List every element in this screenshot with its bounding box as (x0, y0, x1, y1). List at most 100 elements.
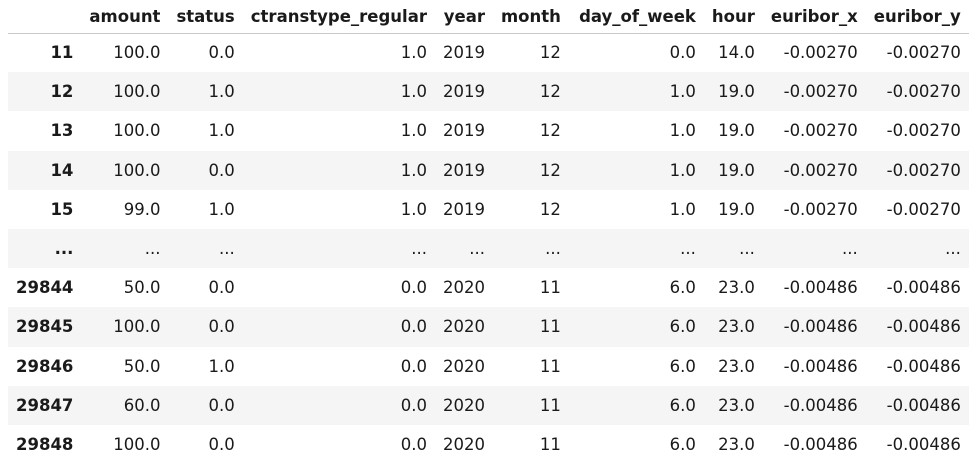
table-cell: 19.0 (718, 160, 755, 180)
table-cell: 60.0 (123, 395, 161, 415)
table-cell: ... (469, 239, 485, 259)
table-cell: 0.0 (208, 317, 235, 337)
table-cell: 100.0 (113, 82, 161, 102)
table-cell: -0.00486 (783, 395, 858, 415)
column-header: year (434, 0, 493, 34)
table-row: 29848 100.0 0.0 0.0 2020 11 6.0 23.0 -0.00486 -0.… (8, 424, 969, 465)
header-row: amount status ctranstype_regular year mo… (8, 0, 969, 34)
table-cell: 14.0 (718, 43, 755, 63)
table-cell: 19.0 (718, 121, 755, 141)
table-cell: 12 (539, 43, 561, 63)
table-cell: -0.00270 (783, 121, 858, 141)
table-cell: 100.0 (113, 43, 161, 63)
table-cell: 1.0 (669, 82, 696, 102)
table-cell: 0.0 (208, 434, 235, 454)
table-cell: 0.0 (669, 43, 696, 63)
table-cell: 23.0 (718, 317, 755, 337)
table-cell: 1.0 (669, 160, 696, 180)
row-index: 29847 (16, 395, 74, 415)
table-cell: -0.00270 (783, 43, 858, 63)
row-index: 14 (50, 160, 74, 180)
table-cell: ... (842, 239, 858, 259)
row-index: 29848 (16, 434, 74, 454)
table-cell: 11 (539, 356, 561, 376)
table-cell: ... (219, 239, 235, 259)
table-cell: 1.0 (208, 199, 235, 219)
table-cell: 1.0 (208, 356, 235, 376)
table-cell: -0.00270 (783, 160, 858, 180)
table-cell: 2019 (442, 43, 485, 63)
table-cell: 11 (539, 395, 561, 415)
table-cell: 0.0 (400, 278, 427, 298)
table-cell: 23.0 (718, 434, 755, 454)
table-cell: 0.0 (208, 43, 235, 63)
table-cell: 1.0 (669, 199, 696, 219)
table-row: 15 99.0 1.0 1.0 2019 12 1.0 19.0 -0.00270 -0.0027… (8, 189, 969, 229)
table-cell: 2019 (442, 160, 485, 180)
column-header: euribor_x (762, 0, 866, 34)
table-cell: 1.0 (400, 121, 427, 141)
table-cell: 2019 (442, 121, 485, 141)
table-cell: -0.00270 (783, 199, 858, 219)
table-cell: ... (739, 239, 755, 259)
table-row: 14 100.0 0.0 1.0 2019 12 1.0 19.0 -0.00270 -0.002… (8, 150, 969, 190)
table-cell: 11 (539, 434, 561, 454)
table-cell: 50.0 (123, 356, 161, 376)
table-cell: 0.0 (208, 160, 235, 180)
table-cell: 23.0 (718, 395, 755, 415)
table-cell: 1.0 (208, 82, 235, 102)
ellipsis-row: .............................. (8, 228, 969, 269)
table-cell: 2020 (442, 317, 485, 337)
table-cell: 100.0 (113, 121, 161, 141)
table-cell: -0.00486 (886, 317, 961, 337)
column-header: amount (81, 0, 169, 34)
table-cell: -0.00270 (886, 82, 961, 102)
row-index: 12 (50, 82, 74, 102)
table-row: 29844 50.0 0.0 0.0 2020 11 6.0 23.0 -0.00486 -0.0… (8, 268, 969, 308)
table-row: 29847 60.0 0.0 0.0 2020 11 6.0 23.0 -0.00486 -0.0… (8, 385, 969, 425)
table-cell: -0.00486 (886, 395, 961, 415)
column-header: ctranstype_regular (242, 0, 435, 34)
table-cell: 1.0 (400, 82, 427, 102)
table-cell: -0.00270 (886, 199, 961, 219)
table-cell: ... (144, 239, 161, 259)
table-cell: 0.0 (208, 278, 235, 298)
table-cell: 1.0 (400, 199, 427, 219)
table-row: 11 100.0 0.0 1.0 2019 12 0.0 14.0 -0.00270 -0.002… (8, 33, 969, 73)
table-cell: 6.0 (669, 278, 696, 298)
column-header: euribor_y (865, 0, 969, 34)
row-index: 15 (50, 199, 74, 219)
table-cell: 99.0 (123, 199, 161, 219)
table-cell: 6.0 (669, 356, 696, 376)
table-cell: ... (680, 239, 696, 259)
table-cell: 1.0 (400, 43, 427, 63)
table-row: 12 100.0 1.0 1.0 2019 12 1.0 19.0 -0.00270 -0.002… (8, 72, 969, 112)
table-cell: ... (411, 239, 427, 259)
table-row: 29846 50.0 1.0 0.0 2020 11 6.0 23.0 -0.00486 -0.0… (8, 346, 969, 386)
table-cell: 2020 (442, 278, 485, 298)
table-cell: -0.00486 (886, 356, 961, 376)
table-cell: -0.00270 (886, 160, 961, 180)
table-cell: ... (945, 239, 961, 259)
row-index: ... (54, 239, 74, 259)
table-cell: 12 (539, 160, 561, 180)
table-cell: 1.0 (400, 160, 427, 180)
table-body: 11 100.0 0.0 1.0 2019 12 0.0 14.0 -0.00270 -0.002… (8, 33, 969, 465)
table-cell: 23.0 (718, 278, 755, 298)
column-header: day_of_week (568, 0, 704, 34)
table-cell: 0.0 (208, 395, 235, 415)
table-cell: 2020 (442, 356, 485, 376)
table-cell: -0.00270 (886, 43, 961, 63)
table-cell: 19.0 (718, 199, 755, 219)
row-index: 11 (50, 43, 74, 63)
column-header: hour (703, 0, 763, 34)
table-cell: 12 (539, 121, 561, 141)
table-cell: 6.0 (669, 395, 696, 415)
table-cell: 50.0 (123, 278, 161, 298)
table-cell: -0.00270 (783, 82, 858, 102)
table-row: 29845 100.0 0.0 0.0 2020 11 6.0 23.0 -0.00486 -0.… (8, 307, 969, 347)
row-index: 29846 (16, 356, 74, 376)
table-cell: 2019 (442, 82, 485, 102)
table-cell: 0.0 (400, 395, 427, 415)
table-cell: -0.00486 (886, 434, 961, 454)
